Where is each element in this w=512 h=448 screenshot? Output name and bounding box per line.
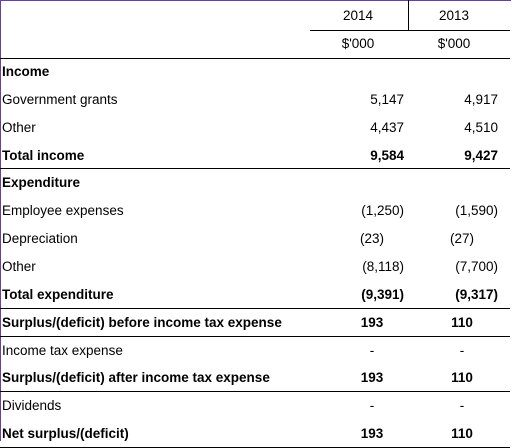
row-label: Dividends: [2, 398, 62, 414]
row-divider: [0, 335, 510, 337]
row-divider: [0, 391, 510, 393]
value-2014: (1,250): [361, 203, 404, 219]
value-2013: (27): [449, 231, 474, 247]
unit-2014-header: $'000: [341, 36, 375, 51]
row-label: Government grants: [2, 91, 118, 107]
row-label: Expenditure: [2, 175, 81, 191]
header-divider: [310, 30, 510, 31]
year-2014-header: 2014: [342, 8, 374, 23]
value-2013: 110: [451, 314, 473, 330]
row-label: Net surplus/(deficit): [2, 426, 129, 442]
total-income-row: Total income 9,584 9,427: [2, 142, 510, 169]
header-years-row: 2014 2013: [2, 2, 510, 29]
total-expenditure-row: Total expenditure (9,391) (9,317): [2, 281, 510, 308]
value-2013: 9,427: [464, 147, 498, 163]
header-column-divider: [408, 0, 409, 31]
row-label: Income tax expense: [2, 342, 123, 358]
row-label: Other: [2, 258, 36, 274]
row-label: Income: [2, 64, 50, 79]
year-2013-header: 2013: [438, 8, 470, 23]
expenditure-heading: Expenditure: [2, 169, 510, 196]
depreciation-row: Depreciation (23) (27): [2, 225, 510, 252]
value-2013: 4,917: [464, 91, 498, 107]
net-surplus-row: Net surplus/(deficit) 193 110: [2, 420, 510, 447]
value-2014: -: [369, 398, 375, 414]
value-2013: (7,700): [455, 258, 498, 274]
income-heading: Income: [2, 58, 510, 85]
income-tax-expense-row: Income tax expense - -: [2, 337, 510, 364]
value-2013: (1,590): [455, 203, 498, 219]
row-label: Surplus/(deficit) before income tax expe…: [2, 314, 282, 330]
row-label: Employee expenses: [2, 203, 124, 219]
value-2014: -: [369, 342, 375, 358]
header-units-row: $'000 $'000: [2, 30, 510, 57]
value-2013: -: [459, 342, 465, 358]
unit-2013-header: $'000: [437, 36, 471, 51]
row-label: Other: [2, 119, 36, 135]
other-expenditure-row: Other (8,118) (7,700): [2, 253, 510, 280]
row-divider: [0, 168, 510, 170]
value-2014: (8,118): [362, 258, 404, 274]
row-label: Depreciation: [2, 231, 78, 247]
other-income-row: Other 4,437 4,510: [2, 114, 510, 141]
government-grants-row: Government grants 5,147 4,917: [2, 86, 510, 113]
value-2014: 193: [360, 426, 384, 442]
value-2013: 110: [451, 370, 473, 386]
value-2014: 9,584: [370, 147, 404, 163]
row-label: Total expenditure: [2, 286, 114, 302]
dividends-row: Dividends - -: [2, 392, 510, 419]
value-2014: 4,437: [370, 119, 404, 135]
surplus-after-tax-row: Surplus/(deficit) after income tax expen…: [2, 364, 510, 391]
value-2014: 5,147: [370, 91, 404, 107]
surplus-before-tax-row: Surplus/(deficit) before income tax expe…: [2, 309, 510, 336]
value-2013: 110: [451, 426, 473, 442]
value-2013: -: [459, 398, 465, 414]
units-divider: [0, 58, 510, 59]
value-2013: (9,317): [455, 286, 498, 302]
value-2014: 193: [360, 314, 384, 330]
value-2014: (9,391): [361, 286, 404, 302]
row-label: Total income: [2, 147, 85, 163]
value-2014: 193: [360, 370, 384, 386]
row-divider: [0, 307, 510, 309]
employee-expenses-row: Employee expenses (1,250) (1,590): [2, 197, 510, 224]
value-2014: (23): [359, 231, 384, 247]
value-2013: 4,510: [464, 119, 498, 135]
row-label: Surplus/(deficit) after income tax expen…: [2, 370, 270, 386]
